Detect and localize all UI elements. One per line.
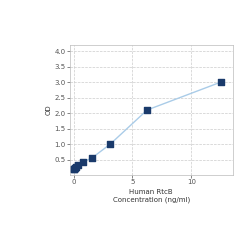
Point	[145, 108, 149, 112]
X-axis label: Human RtcB
Concentration (ng/ml): Human RtcB Concentration (ng/ml)	[112, 189, 190, 203]
Point	[219, 80, 223, 84]
Point	[81, 160, 85, 164]
Point	[108, 142, 112, 146]
Y-axis label: OD: OD	[46, 105, 52, 115]
Point	[74, 165, 78, 169]
Point	[90, 156, 94, 160]
Point	[73, 166, 77, 170]
Point	[76, 163, 80, 167]
Point	[72, 168, 76, 172]
Point	[72, 167, 76, 171]
